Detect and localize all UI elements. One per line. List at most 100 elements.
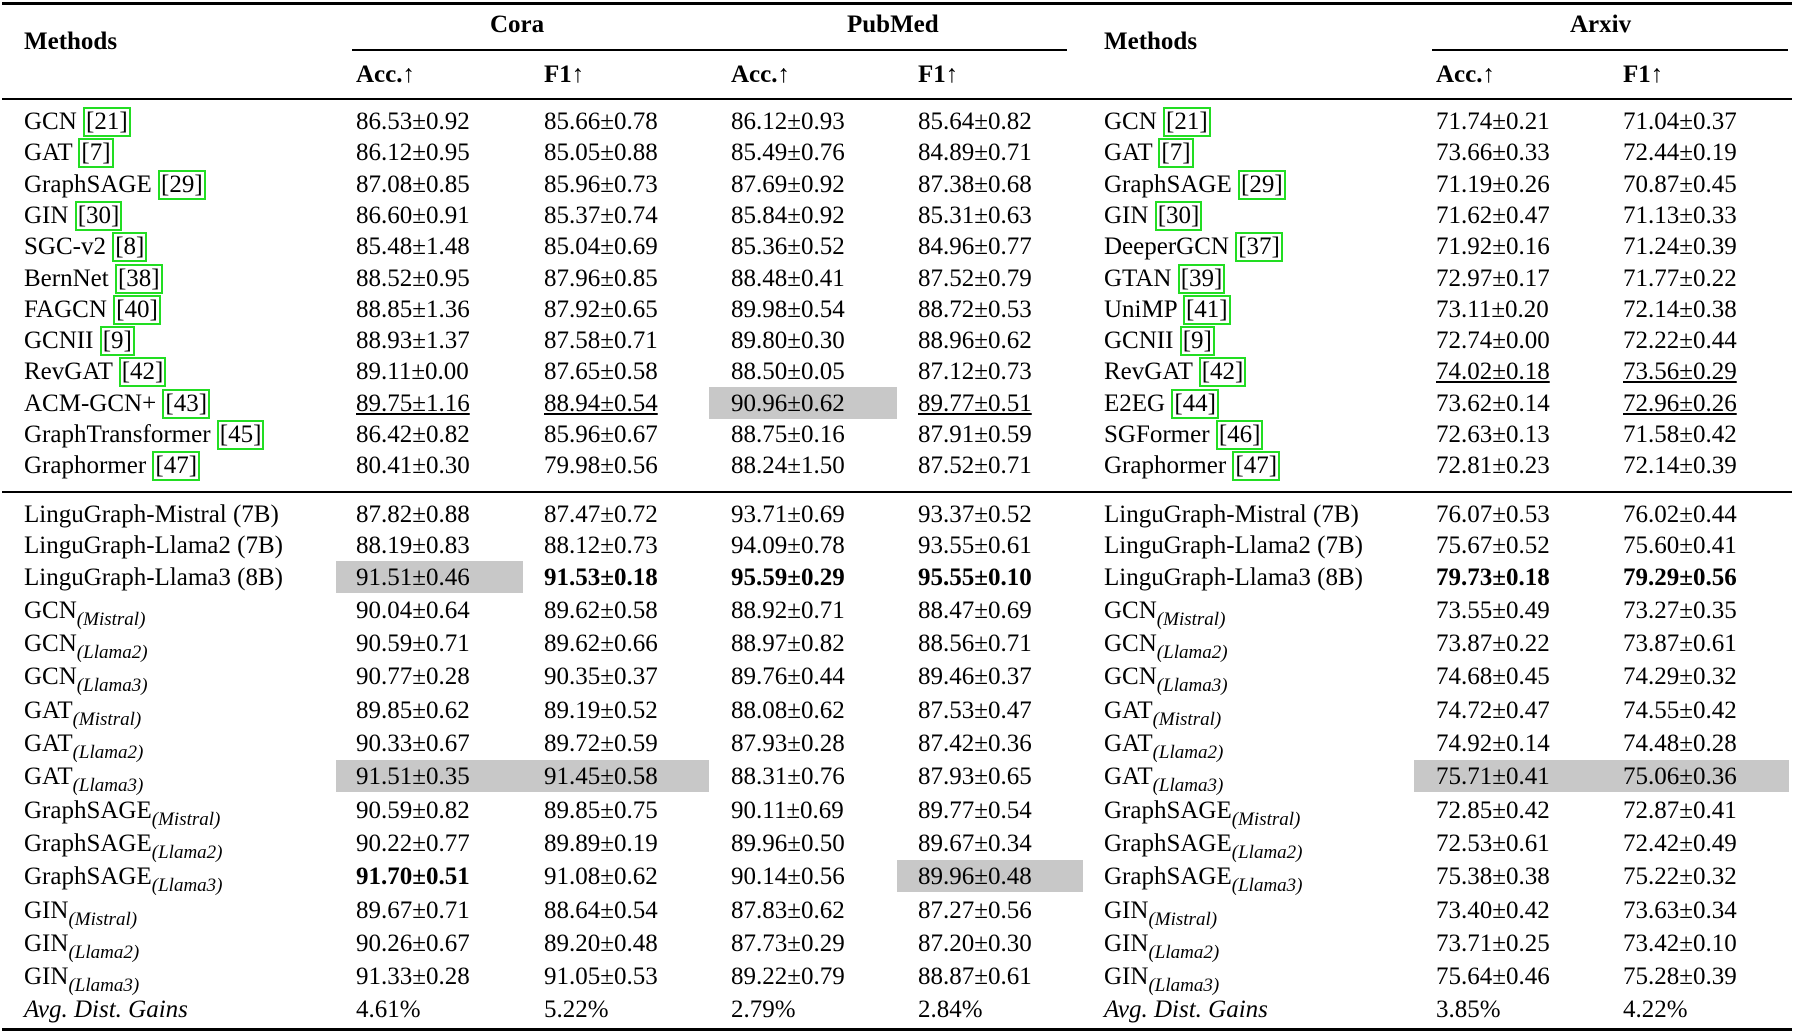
table-cell: 85.31±0.63 <box>918 202 1032 229</box>
method-name: SGC-v2 <box>24 233 113 260</box>
table-cell: 88.72±0.53 <box>918 296 1032 323</box>
method-name-right: GIN(Mistral) <box>1104 896 1217 935</box>
dataset-header-pubmed: PubMed <box>847 11 939 38</box>
method-name-left: GraphSAGE [[29]] <box>24 170 206 200</box>
table-cell: 73.40±0.42 <box>1436 897 1550 924</box>
citation-link[interactable]: [7] <box>1158 138 1194 168</box>
method-name: GraphTransformer <box>24 421 217 448</box>
table-cell: 87.83±0.62 <box>731 897 845 924</box>
table-cell: 85.64±0.82 <box>918 108 1032 135</box>
table-cell: 75.38±0.38 <box>1436 863 1550 890</box>
citation-link[interactable]: [45] <box>216 420 265 450</box>
method-name-right: GIN [[30]] <box>1104 201 1203 231</box>
citation-link[interactable]: [43] <box>162 389 211 419</box>
citation-link[interactable]: [29] <box>1238 170 1286 200</box>
citation-link[interactable]: [21] <box>1163 107 1211 137</box>
table-cell: 88.93±1.37 <box>356 327 470 354</box>
method-name: BernNet <box>24 265 115 292</box>
table-cell: 88.85±1.36 <box>356 296 470 323</box>
table-cell: 88.97±0.82 <box>731 630 845 657</box>
citation-link[interactable]: [47] <box>152 451 201 481</box>
table-cell: 87.42±0.36 <box>918 730 1032 757</box>
encoder-subscript: (Mistral) <box>72 709 142 730</box>
method-name: GAT <box>24 763 73 790</box>
method-name: UniMP <box>1104 296 1183 323</box>
table-cell: 87.52±0.79 <box>918 265 1032 292</box>
citation-link[interactable]: [30] <box>1154 201 1203 231</box>
citation-link[interactable]: [40] <box>113 295 161 325</box>
table-cell: 87.65±0.58 <box>544 358 658 385</box>
method-name-right: UniMP [[41]] <box>1104 295 1231 325</box>
table-cell: 73.87±0.22 <box>1436 630 1550 657</box>
method-name-left: GAT(Llama3) <box>24 762 143 801</box>
table-cell: 88.12±0.73 <box>544 532 658 559</box>
table-cell: 87.58±0.71 <box>544 327 658 354</box>
table-cell: 90.04±0.64 <box>356 597 470 624</box>
table-cell: 72.63±0.13 <box>1436 421 1550 448</box>
table-cell: 91.53±0.18 <box>544 564 658 591</box>
metric-header: Acc.↑ <box>1436 61 1495 88</box>
citation-link[interactable]: [9] <box>1179 326 1215 356</box>
method-name: GCN <box>24 630 77 657</box>
table-cell: 87.69±0.92 <box>731 171 845 198</box>
method-name: RevGAT <box>1104 358 1199 385</box>
citation-link[interactable]: [39] <box>1177 264 1226 294</box>
method-name: GAT <box>24 697 73 724</box>
citation-link[interactable]: [29] <box>158 170 206 200</box>
table-cell: 87.92±0.65 <box>544 296 658 323</box>
table-cell: 79.98±0.56 <box>544 452 658 479</box>
method-name-left: BernNet [[38]] <box>24 264 163 294</box>
citation-link[interactable]: [37] <box>1235 232 1283 262</box>
table-cell: 75.22±0.32 <box>1623 863 1737 890</box>
table-cell: 87.96±0.85 <box>544 265 658 292</box>
method-name: LinguGraph-Llama3 (8B) <box>24 564 283 591</box>
methods-header-right: Methods <box>1104 28 1198 55</box>
encoder-subscript: (Mistral) <box>1152 709 1222 730</box>
citation-link[interactable]: [8] <box>112 232 148 262</box>
citation-link[interactable]: [9] <box>99 326 135 356</box>
table-cell: 91.33±0.28 <box>356 963 470 990</box>
method-name: GCNII <box>24 327 100 354</box>
arxiv-group-rule <box>1432 49 1788 51</box>
table-cell: 88.56±0.71 <box>918 630 1032 657</box>
method-name-right: GTAN [[39]] <box>1104 264 1226 294</box>
citation-link[interactable]: [21] <box>83 107 131 137</box>
table-cell: 89.85±0.62 <box>356 697 470 724</box>
table-cell: 75.60±0.41 <box>1623 532 1737 559</box>
citation-link[interactable]: [7] <box>78 138 114 168</box>
method-name-left: ACM-GCN+ [[43]] <box>24 389 211 419</box>
encoder-subscript: (Mistral) <box>1231 809 1301 830</box>
table-cell: 89.77±0.51 <box>918 390 1032 417</box>
citation-link[interactable]: [30] <box>74 201 123 231</box>
citation-link[interactable]: [47] <box>1232 451 1281 481</box>
citation-link[interactable]: [46] <box>1215 420 1264 450</box>
citation-link[interactable]: [41] <box>1182 295 1231 325</box>
method-name: GIN <box>1104 897 1149 924</box>
method-name: GraphSAGE <box>24 863 152 890</box>
table-cell: 85.84±0.92 <box>731 202 845 229</box>
method-name-left: LinguGraph-Llama2 (7B) <box>24 531 283 561</box>
table-cell: 89.46±0.37 <box>918 663 1032 690</box>
table-cell: 85.48±1.48 <box>356 233 470 260</box>
method-name: GIN <box>1104 930 1149 957</box>
table-cell: 72.87±0.41 <box>1623 797 1737 824</box>
method-name-left: GCNII [[9]] <box>24 326 135 356</box>
method-name-right: DeeperGCN [[37]] <box>1104 232 1283 262</box>
citation-link[interactable]: [38] <box>114 264 163 294</box>
citation-link[interactable]: [44] <box>1171 389 1220 419</box>
metric-header: Acc.↑ <box>731 61 790 88</box>
table-cell: 85.96±0.67 <box>544 421 658 448</box>
table-cell: 74.48±0.28 <box>1623 730 1737 757</box>
table-cell: 88.87±0.61 <box>918 963 1032 990</box>
method-name: LinguGraph-Llama2 (7B) <box>1104 532 1363 559</box>
table-cell: 88.48±0.41 <box>731 265 845 292</box>
method-name: GAT <box>1104 139 1159 166</box>
citation-link[interactable]: [42] <box>1198 357 1247 387</box>
table-cell: 87.38±0.68 <box>918 171 1032 198</box>
citation-link[interactable]: [42] <box>118 357 167 387</box>
table-cell: 91.05±0.53 <box>544 963 658 990</box>
table-cell: 71.62±0.47 <box>1436 202 1550 229</box>
gains-cell: 2.84% <box>918 996 983 1023</box>
method-name: GCN <box>1104 663 1157 690</box>
encoder-subscript: (Llama3) <box>1152 775 1224 796</box>
